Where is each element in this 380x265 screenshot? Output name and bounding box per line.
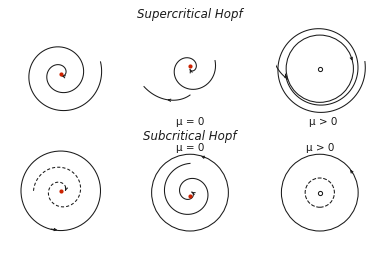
Text: Subcritical Hopf: Subcritical Hopf xyxy=(143,130,237,143)
Text: μ > 0: μ > 0 xyxy=(309,117,337,127)
Text: μ > 0: μ > 0 xyxy=(306,143,334,153)
Text: Supercritical Hopf: Supercritical Hopf xyxy=(137,8,243,21)
Text: μ = 0: μ = 0 xyxy=(176,117,204,127)
Text: μ = 0: μ = 0 xyxy=(176,143,204,153)
